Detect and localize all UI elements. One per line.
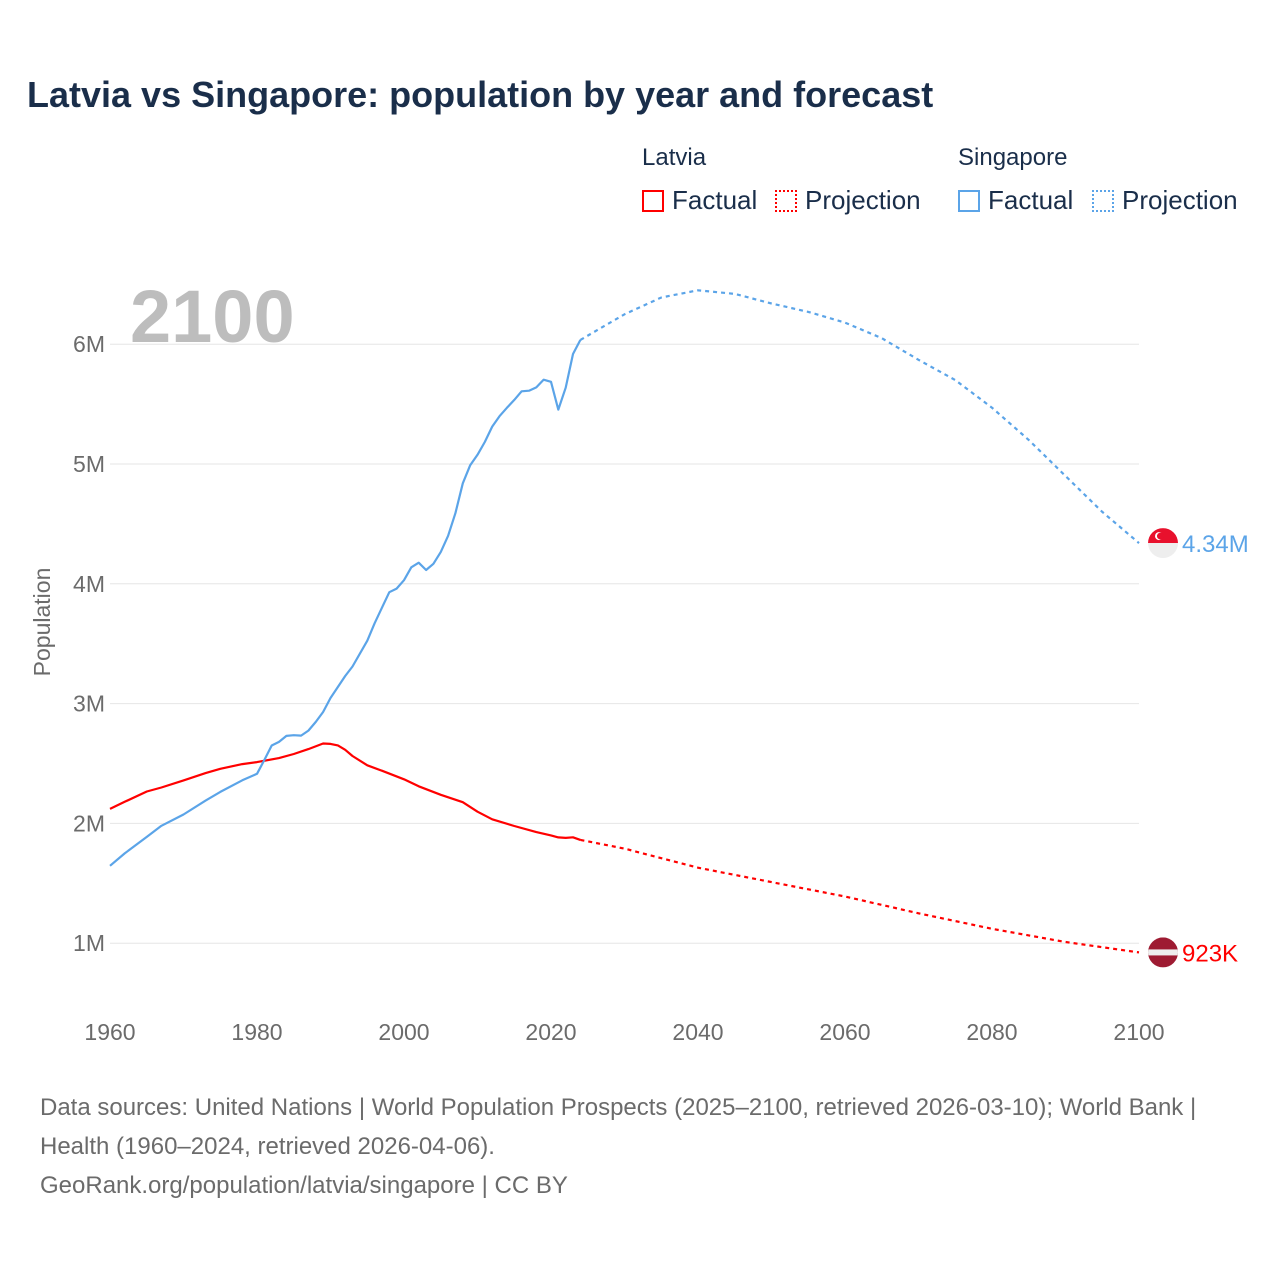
x-tick-label: 2020 [525,1019,576,1045]
chart-title: Latvia vs Singapore: population by year … [27,74,934,115]
singapore-flag-icon [1148,528,1178,559]
x-tick-label: 1980 [231,1019,282,1045]
legend-swatch [775,189,797,212]
line-chart: 2100 Population 1M 2M 3M 4M 5M 6M 1960 1980 2000… [29,275,1249,1045]
source-note: Data sources: United Nations | World Pop… [40,1088,1240,1205]
x-tick-label: 1960 [84,1019,135,1045]
y-tick-label: 5M [73,451,105,477]
source-line: Data sources: United Nations | World Pop… [40,1094,1197,1160]
singapore-end-label: 4.34M [1182,531,1249,558]
legend-swatch [642,189,664,212]
x-tick-label: 2080 [966,1019,1017,1045]
latvia-flag-icon [1148,937,1178,968]
legend-singapore-projection[interactable]: Projection [1092,185,1238,216]
legend-label: Projection [805,185,921,215]
latvia-end-label: 923K [1182,940,1238,967]
y-tick-label: 3M [73,691,105,717]
x-tick-label: 2040 [672,1019,723,1045]
singapore-projection-line [579,289,1140,544]
y-tick-label: 1M [73,930,105,956]
legend-swatch [1092,189,1114,212]
source-link[interactable]: GeoRank.org/population/latvia/singapore … [40,1172,568,1199]
legend-latvia-factual[interactable]: Factual [642,185,757,216]
legend-label: Projection [1122,185,1238,215]
legend-label: Factual [988,185,1074,215]
x-tick-label: 2060 [819,1019,870,1045]
legend-group-singapore: Singapore [958,144,1068,171]
year-watermark: 2100 [130,275,295,358]
legend-group-latvia: Latvia [642,144,707,171]
singapore-factual-line [109,339,582,867]
legend-singapore-factual[interactable]: Factual [958,185,1073,216]
x-tick-label: 2000 [378,1019,429,1045]
y-tick-label: 6M [73,331,105,357]
latvia-factual-line [109,742,581,841]
x-tick-label: 2100 [1113,1019,1164,1045]
y-tick-label: 2M [73,810,105,836]
y-tick-label: 4M [73,571,105,597]
legend-label: Factual [672,185,758,215]
y-axis-label: Population [29,568,55,677]
legend-swatch [958,189,980,212]
legend-latvia-projection[interactable]: Projection [775,185,921,216]
latvia-projection-line [580,838,1140,954]
